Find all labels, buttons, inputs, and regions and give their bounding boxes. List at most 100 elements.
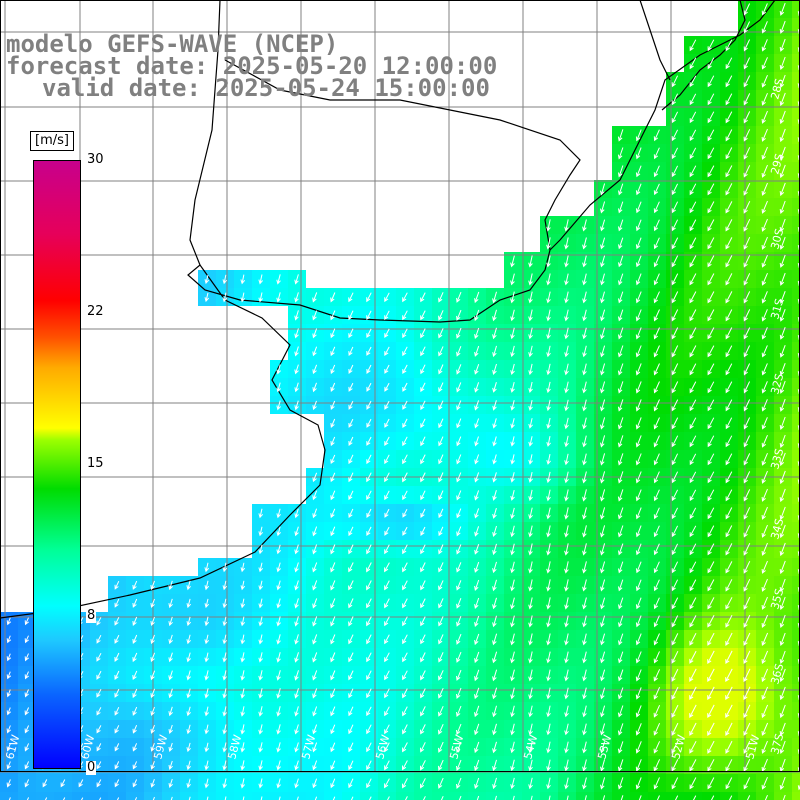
- wind-arrow: [689, 740, 697, 754]
- wind-arrow: [725, 201, 733, 214]
- wind-arrow: [456, 436, 462, 447]
- wind-arrow: [24, 617, 29, 626]
- wind-arrow: [635, 651, 642, 664]
- wind-arrow: [150, 580, 155, 591]
- wind-arrow: [330, 400, 336, 410]
- wind-arrow: [294, 688, 299, 699]
- wind-arrow: [294, 562, 299, 573]
- wind-arrow: [420, 724, 426, 735]
- wind-arrow: [438, 454, 444, 465]
- wind-arrow: [546, 381, 551, 394]
- wind-arrow: [114, 725, 120, 734]
- wind-arrow: [582, 309, 587, 322]
- wind-arrow: [492, 687, 498, 700]
- wind-arrow: [600, 615, 606, 628]
- wind-arrow: [402, 598, 408, 609]
- wind-arrow: [456, 327, 462, 339]
- wind-arrow: [438, 580, 444, 591]
- wind-cell: [792, 54, 800, 72]
- wind-arrow: [582, 255, 587, 268]
- wind-arrow: [725, 291, 733, 304]
- wind-arrow: [671, 327, 679, 340]
- wind-arrow: [653, 345, 660, 358]
- wind-arrow: [168, 706, 173, 717]
- wind-arrow: [582, 417, 587, 430]
- wind-arrow: [707, 740, 715, 754]
- wind-cell: [792, 702, 800, 720]
- wind-arrow: [779, 416, 786, 430]
- wind-arrow: [294, 328, 299, 339]
- wind-arrow: [240, 742, 245, 753]
- wind-arrow: [348, 760, 354, 771]
- wind-arrow: [653, 453, 660, 466]
- wind-arrow: [743, 309, 751, 322]
- wind-arrow: [366, 292, 372, 303]
- wind-arrow: [635, 291, 642, 304]
- coast-line-segment: [224, 59, 581, 251]
- wind-arrow: [618, 165, 624, 178]
- wind-arrow: [546, 723, 551, 736]
- wind-arrow: [384, 418, 390, 428]
- wind-arrow: [294, 310, 299, 321]
- wind-arrow: [546, 615, 551, 628]
- wind-arrow: [312, 778, 318, 789]
- wind-arrow: [420, 490, 426, 501]
- wind-arrow: [276, 724, 281, 735]
- wind-arrow: [779, 2, 786, 16]
- wind-arrow: [24, 653, 30, 662]
- wind-arrow: [725, 273, 733, 286]
- wind-arrow: [456, 598, 462, 609]
- wind-arrow: [600, 651, 606, 664]
- wind-arrow: [456, 472, 462, 483]
- wind-arrow: [617, 417, 624, 430]
- wind-arrow: [42, 779, 48, 788]
- wind-arrow: [312, 310, 318, 321]
- wind-arrow: [258, 634, 263, 645]
- wind-arrow: [653, 615, 660, 628]
- wind-arrow: [725, 614, 733, 628]
- wind-arrow: [384, 472, 390, 483]
- wind-arrow: [779, 56, 786, 70]
- wind-arrow: [546, 489, 551, 502]
- wind-arrow: [653, 471, 660, 484]
- colorbar-tick-22: 22: [86, 304, 105, 319]
- wind-cell: [72, 792, 90, 800]
- wind-arrow: [420, 346, 426, 357]
- wind-arrow: [653, 759, 661, 772]
- wind-arrow: [725, 327, 733, 340]
- wind-arrow: [312, 382, 317, 393]
- wind-arrow: [653, 633, 660, 646]
- wind-arrow: [564, 687, 569, 700]
- wind-arrow: [618, 543, 624, 556]
- wind-arrow: [204, 724, 209, 735]
- wind-cell: [792, 180, 800, 198]
- wind-arrow: [492, 291, 497, 304]
- wind-arrow: [653, 597, 660, 610]
- wind-cell: [126, 792, 144, 800]
- wind-arrow: [456, 454, 462, 465]
- wind-arrow: [779, 254, 786, 268]
- wind-arrow: [689, 309, 697, 322]
- wind-arrow: [96, 761, 102, 770]
- wind-arrow: [743, 147, 751, 160]
- wind-cell: [108, 792, 126, 800]
- wind-cell: [504, 792, 522, 800]
- wind-arrow: [653, 381, 660, 394]
- wind-arrow: [600, 579, 606, 592]
- wind-arrow: [689, 381, 697, 394]
- wind-arrow: [582, 219, 587, 232]
- wind-arrow: [635, 219, 642, 232]
- wind-arrow: [743, 668, 751, 683]
- wind-arrow: [600, 705, 606, 718]
- wind-arrow: [582, 525, 587, 538]
- wind-arrow: [564, 345, 569, 358]
- wind-arrow: [456, 741, 462, 753]
- wind-arrow: [438, 741, 444, 753]
- wind-arrow: [564, 759, 569, 772]
- wind-arrow: [689, 39, 697, 52]
- wind-arrow: [294, 724, 299, 735]
- wind-arrow: [314, 796, 318, 800]
- wind-arrow: [510, 309, 515, 322]
- wind-arrow: [600, 399, 606, 412]
- wind-arrow: [618, 327, 624, 340]
